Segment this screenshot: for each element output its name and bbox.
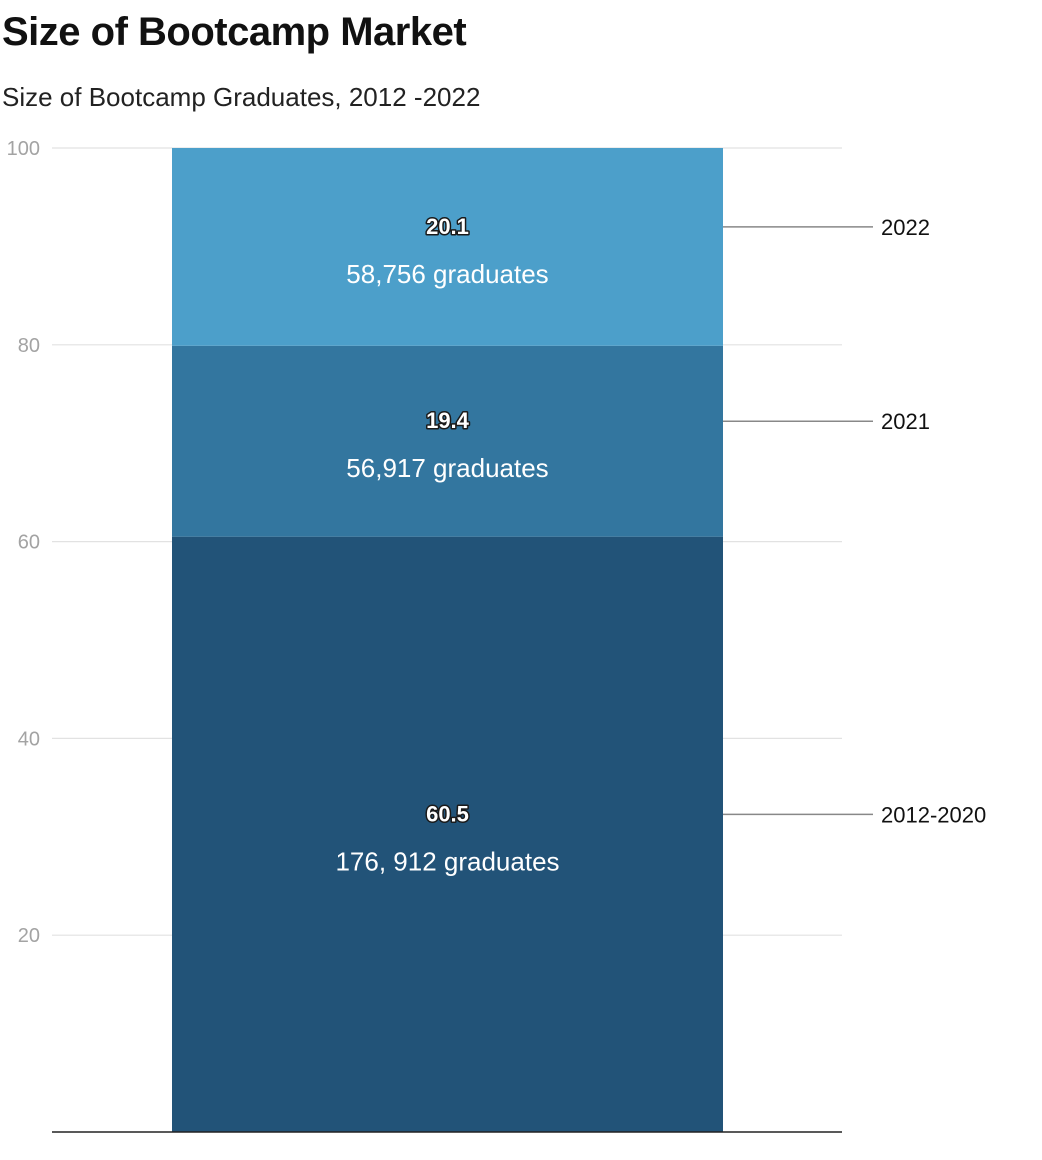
series-name-label: 2021 bbox=[881, 409, 930, 434]
y-tick-label: 100 bbox=[7, 138, 40, 160]
data-labels: 60.5 176, 912 graduates 19.4 56,917 graduat… bbox=[335, 212, 559, 876]
bar-segments bbox=[172, 148, 723, 1132]
series-labels: 2012-2020 2021 2022 bbox=[723, 215, 986, 827]
data-sublabel: 56,917 graduates bbox=[346, 453, 548, 483]
data-sublabel: 176, 912 graduates bbox=[335, 846, 559, 876]
data-label: 20.1 bbox=[426, 214, 469, 239]
bar-segment-2021 bbox=[172, 345, 723, 537]
data-label: 19.4 bbox=[426, 408, 470, 433]
bar-segment-2012-2020 bbox=[172, 536, 723, 1132]
series-name-label: 2012-2020 bbox=[881, 802, 986, 827]
y-tick-label: 60 bbox=[18, 532, 40, 554]
data-label: 60.5 bbox=[426, 801, 469, 826]
chart-subtitle: Size of Bootcamp Graduates, 2012 -2022 bbox=[2, 82, 481, 112]
series-name-label: 2022 bbox=[881, 215, 930, 240]
y-tick-label: 80 bbox=[18, 335, 40, 357]
bar-segment-2022 bbox=[172, 148, 723, 346]
data-sublabel: 58,756 graduates bbox=[346, 259, 548, 289]
y-tick-label: 20 bbox=[18, 925, 40, 947]
chart-title: Size of Bootcamp Market bbox=[2, 10, 467, 54]
y-tick-label: 40 bbox=[18, 728, 40, 750]
